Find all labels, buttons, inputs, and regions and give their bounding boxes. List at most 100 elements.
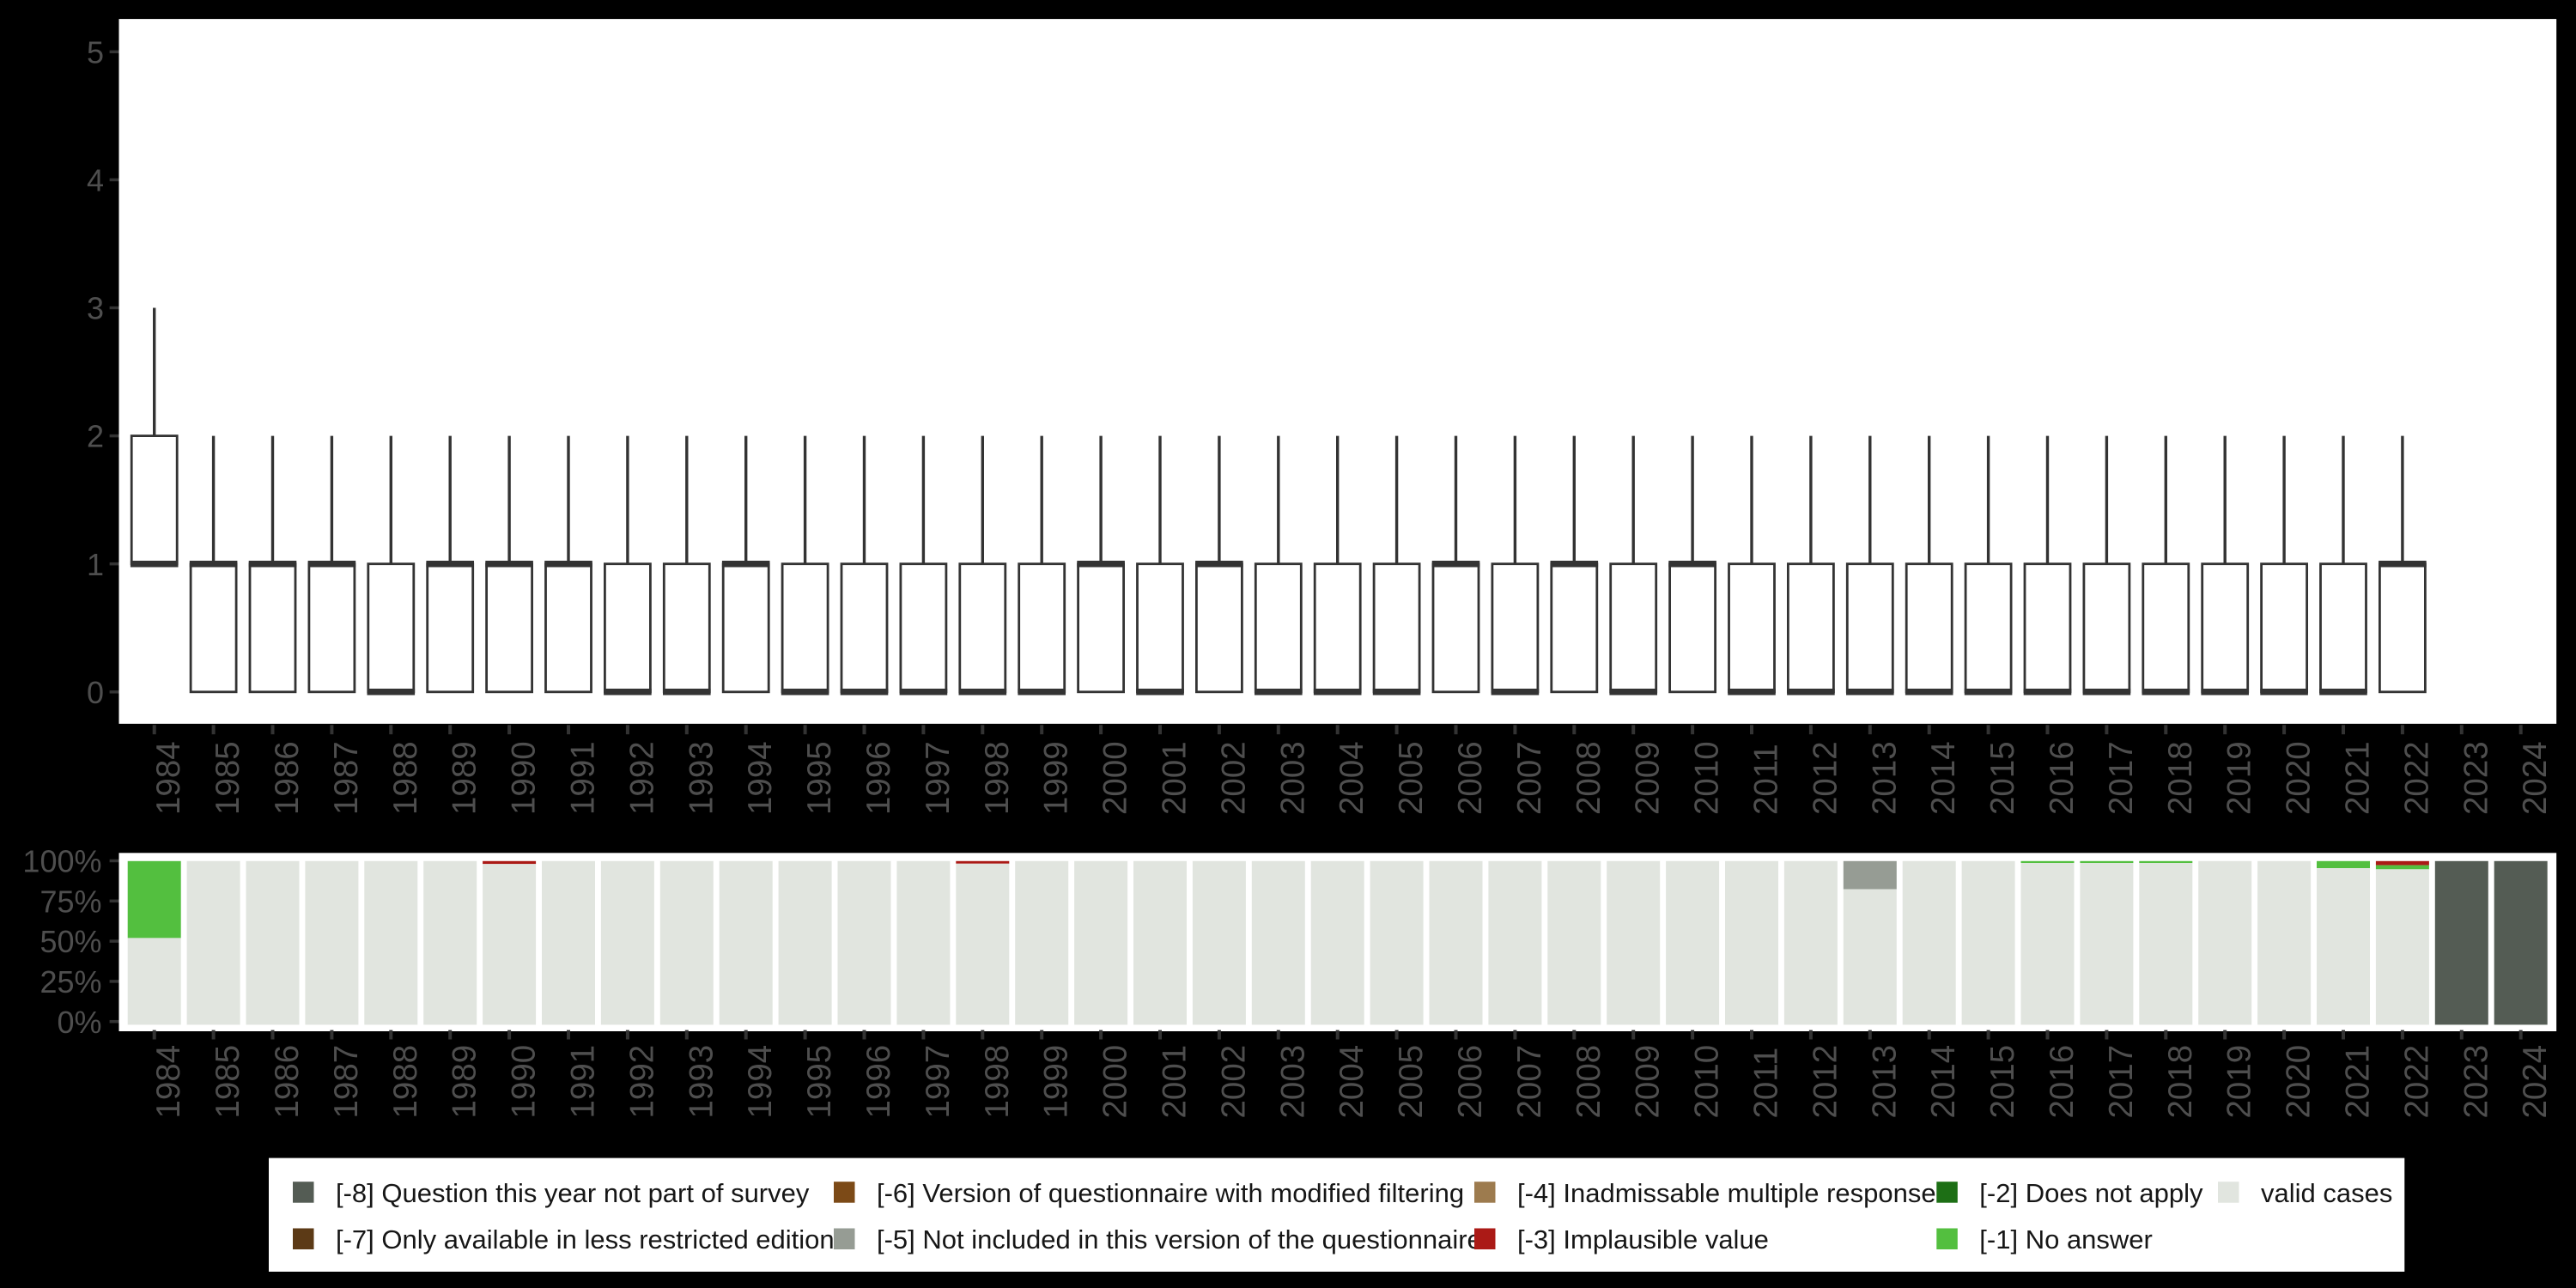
svg-text:2007: 2007 xyxy=(1511,1045,1548,1119)
svg-text:[-6] Version of questionnaire: [-6] Version of questionnaire with modif… xyxy=(877,1178,1464,1208)
svg-text:1993: 1993 xyxy=(683,1045,720,1119)
svg-text:2010: 2010 xyxy=(1689,1045,1726,1119)
svg-text:1998: 1998 xyxy=(979,741,1016,815)
svg-text:1989: 1989 xyxy=(447,1045,483,1119)
svg-text:2006: 2006 xyxy=(1452,741,1489,815)
svg-text:2020: 2020 xyxy=(2281,741,2318,815)
svg-text:75%: 75% xyxy=(39,884,101,919)
svg-text:2024: 2024 xyxy=(2517,1045,2554,1119)
svg-text:2017: 2017 xyxy=(2103,1045,2140,1119)
svg-text:1995: 1995 xyxy=(801,741,838,815)
svg-text:2002: 2002 xyxy=(1215,741,1252,815)
svg-text:1994: 1994 xyxy=(742,741,779,815)
svg-text:1984: 1984 xyxy=(150,1045,187,1119)
svg-text:1987: 1987 xyxy=(328,1045,365,1119)
svg-text:[-1] No answer: [-1] No answer xyxy=(1979,1224,2153,1255)
svg-text:100%: 100% xyxy=(22,844,101,879)
svg-text:1997: 1997 xyxy=(920,1045,957,1119)
svg-text:1991: 1991 xyxy=(565,1045,602,1119)
svg-text:2013: 2013 xyxy=(1866,1045,1903,1119)
svg-text:2: 2 xyxy=(87,419,104,454)
svg-text:1989: 1989 xyxy=(447,741,483,815)
svg-text:2003: 2003 xyxy=(1274,1045,1311,1119)
svg-text:5: 5 xyxy=(87,34,104,70)
svg-text:1985: 1985 xyxy=(210,741,246,815)
svg-text:2016: 2016 xyxy=(2044,741,2081,815)
svg-text:2019: 2019 xyxy=(2221,741,2258,815)
svg-text:1990: 1990 xyxy=(506,741,543,815)
svg-text:1995: 1995 xyxy=(801,1045,838,1119)
svg-text:1999: 1999 xyxy=(1038,1045,1075,1119)
svg-text:1997: 1997 xyxy=(920,741,957,815)
svg-text:2000: 2000 xyxy=(1097,741,1134,815)
svg-text:2012: 2012 xyxy=(1807,741,1844,815)
svg-text:0%: 0% xyxy=(57,1005,101,1040)
svg-text:2003: 2003 xyxy=(1274,741,1311,815)
svg-text:25%: 25% xyxy=(39,964,101,999)
svg-text:2012: 2012 xyxy=(1807,1045,1844,1119)
svg-text:2004: 2004 xyxy=(1334,1045,1370,1119)
svg-text:2001: 2001 xyxy=(1157,1045,1194,1119)
svg-text:1994: 1994 xyxy=(742,1045,779,1119)
svg-text:2000: 2000 xyxy=(1097,1045,1134,1119)
svg-text:1996: 1996 xyxy=(860,1045,897,1119)
svg-text:1990: 1990 xyxy=(506,1045,543,1119)
svg-text:2004: 2004 xyxy=(1334,741,1370,815)
svg-text:2019: 2019 xyxy=(2221,1045,2258,1119)
svg-text:[-4] Inadmissable multiple res: [-4] Inadmissable multiple response xyxy=(1517,1178,1936,1208)
svg-text:2007: 2007 xyxy=(1511,741,1548,815)
svg-text:2014: 2014 xyxy=(1925,741,1962,815)
svg-text:2006: 2006 xyxy=(1452,1045,1489,1119)
svg-text:2021: 2021 xyxy=(2340,741,2377,815)
svg-text:2023: 2023 xyxy=(2458,1045,2494,1119)
svg-text:2020: 2020 xyxy=(2281,1045,2318,1119)
svg-text:1992: 1992 xyxy=(623,1045,660,1119)
svg-text:[-5] Not included in this vers: [-5] Not included in this version of the… xyxy=(877,1224,1482,1255)
svg-text:1998: 1998 xyxy=(979,1045,1016,1119)
svg-text:2005: 2005 xyxy=(1393,741,1430,815)
svg-text:[-7] Only available in less re: [-7] Only available in less restricted e… xyxy=(336,1224,835,1255)
svg-text:2005: 2005 xyxy=(1393,1045,1430,1119)
svg-text:2011: 2011 xyxy=(1748,744,1785,815)
svg-text:1993: 1993 xyxy=(683,741,720,815)
svg-text:2018: 2018 xyxy=(2162,1045,2199,1119)
svg-text:50%: 50% xyxy=(39,924,101,959)
svg-text:2015: 2015 xyxy=(1984,741,2021,815)
svg-text:2008: 2008 xyxy=(1571,1045,1607,1119)
svg-text:2008: 2008 xyxy=(1571,741,1607,815)
svg-text:1999: 1999 xyxy=(1038,741,1075,815)
svg-text:1991: 1991 xyxy=(565,741,602,815)
svg-text:2009: 2009 xyxy=(1630,741,1667,815)
svg-text:[-8] Question this year not pa: [-8] Question this year not part of surv… xyxy=(336,1178,810,1208)
svg-text:1: 1 xyxy=(87,547,104,582)
svg-text:2013: 2013 xyxy=(1866,741,1903,815)
svg-text:2011: 2011 xyxy=(1748,1048,1785,1119)
svg-text:1986: 1986 xyxy=(269,1045,306,1119)
svg-text:1988: 1988 xyxy=(387,741,424,815)
svg-text:2023: 2023 xyxy=(2458,741,2494,815)
svg-text:[-2] Does not apply: [-2] Does not apply xyxy=(1979,1178,2203,1208)
svg-text:2009: 2009 xyxy=(1630,1045,1667,1119)
svg-text:valid cases: valid cases xyxy=(2261,1178,2392,1208)
svg-text:2001: 2001 xyxy=(1157,741,1194,815)
svg-text:1988: 1988 xyxy=(387,1045,424,1119)
svg-text:1987: 1987 xyxy=(328,741,365,815)
svg-text:2017: 2017 xyxy=(2103,741,2140,815)
svg-text:2021: 2021 xyxy=(2340,1045,2377,1119)
svg-text:2024: 2024 xyxy=(2517,741,2554,815)
svg-text:2002: 2002 xyxy=(1215,1045,1252,1119)
svg-text:2015: 2015 xyxy=(1984,1045,2021,1119)
svg-text:2018: 2018 xyxy=(2162,741,2199,815)
svg-text:2016: 2016 xyxy=(2044,1045,2081,1119)
svg-text:2014: 2014 xyxy=(1925,1045,1962,1119)
svg-text:1986: 1986 xyxy=(269,741,306,815)
svg-text:3: 3 xyxy=(87,291,104,326)
svg-text:1984: 1984 xyxy=(150,741,187,815)
svg-text:[-3] Implausible value: [-3] Implausible value xyxy=(1517,1224,1769,1255)
svg-text:4: 4 xyxy=(87,163,104,198)
svg-text:2010: 2010 xyxy=(1689,741,1726,815)
svg-text:2022: 2022 xyxy=(2398,741,2435,815)
svg-text:2022: 2022 xyxy=(2398,1045,2435,1119)
svg-text:1996: 1996 xyxy=(860,741,897,815)
svg-text:1985: 1985 xyxy=(210,1045,246,1119)
